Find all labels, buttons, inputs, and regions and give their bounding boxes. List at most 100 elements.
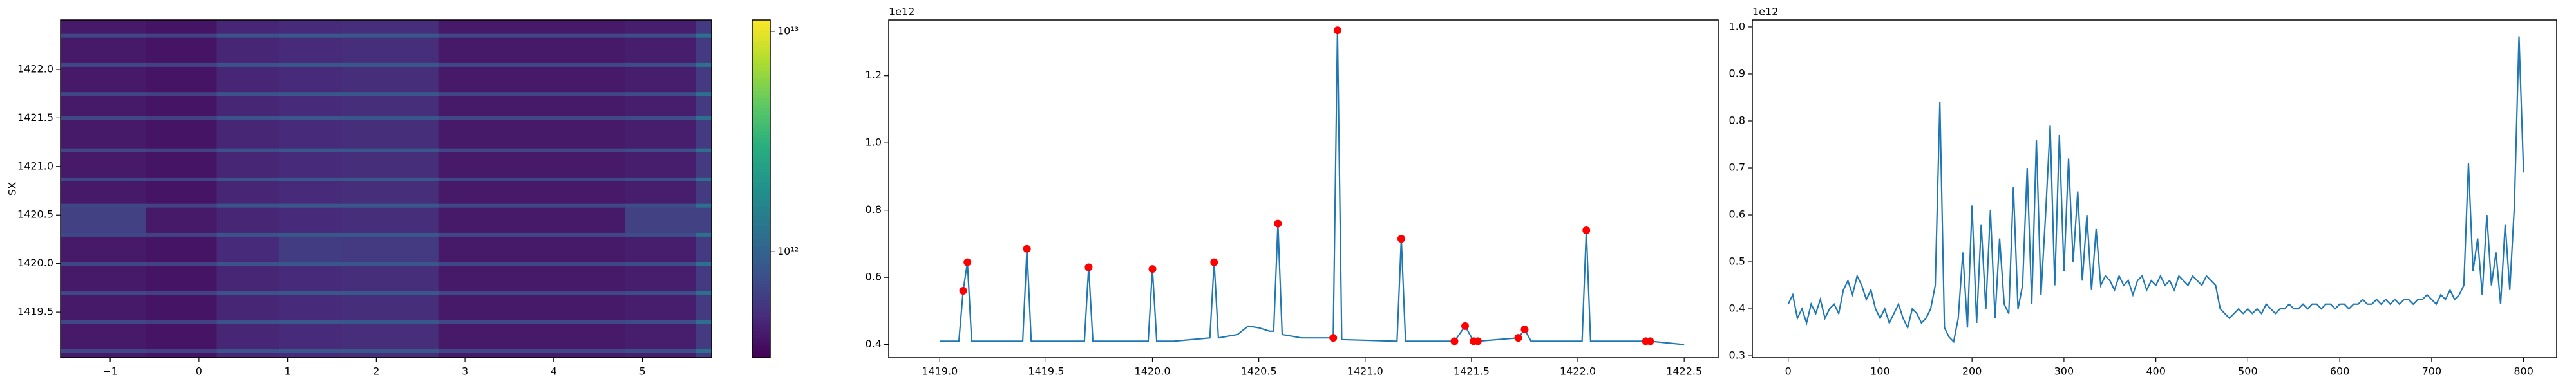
x-tick-label: 1420.0 (1135, 365, 1171, 378)
heatmap-cell (61, 261, 146, 266)
x-tick-label: 3 (462, 365, 468, 378)
heatmap-cell (146, 290, 217, 295)
heatmap-cell (341, 120, 439, 149)
colorbar-step (752, 196, 770, 199)
x-tick-label: 1420.5 (1241, 365, 1277, 378)
heatmap-cell (146, 232, 217, 237)
heatmap-cell (438, 20, 625, 34)
heatmap-cell (438, 62, 625, 67)
colorbar-step (752, 263, 770, 267)
heatmap-cell (625, 148, 696, 152)
heatmap-cell (216, 66, 279, 93)
heatmap-cell (278, 320, 341, 324)
colorbar-step (752, 331, 770, 335)
peak-marker (1520, 326, 1529, 334)
peak-marker (1329, 334, 1338, 342)
colorbar-step (752, 23, 770, 27)
heatmap-cell (146, 120, 217, 149)
colorbar-step (752, 121, 770, 125)
colorbar-step (752, 57, 770, 61)
y-tick-label: 0.7 (1729, 161, 1745, 174)
colorbar-step (752, 94, 770, 98)
heatmap-cell (216, 62, 279, 67)
colorbar-step (752, 134, 770, 139)
heatmap-cell (625, 62, 696, 67)
heatmap-cell (341, 207, 439, 233)
heatmap-cell (216, 148, 279, 152)
y-tick-label: 0.8 (1729, 114, 1745, 126)
colorbar-step (752, 172, 770, 176)
colorbar-step (752, 175, 770, 179)
colorbar-step (752, 74, 770, 78)
heatmap-cell (341, 353, 439, 358)
colorbar-step (752, 270, 770, 274)
x-tick-label: 1419.5 (1028, 365, 1064, 378)
peak-marker (1473, 337, 1482, 345)
x-tick-label: 800 (2514, 365, 2533, 378)
colorbar-step (752, 286, 770, 291)
colorbar-step (752, 142, 770, 145)
heatmap-cell (216, 203, 279, 208)
x-tick-label: 1 (285, 365, 291, 378)
heatmap-cell (625, 37, 696, 63)
heatmap-cell (146, 324, 217, 349)
heatmap-cell (216, 37, 279, 63)
x-tick-label: 1421.5 (1454, 365, 1490, 378)
colorbar-step (752, 20, 770, 24)
heatmap-cell (696, 349, 712, 353)
heatmap-cell (438, 37, 625, 63)
x-tick-label: 0 (196, 365, 202, 378)
colorbar-step (752, 344, 770, 348)
y-axis-label: SX (6, 182, 19, 196)
heatmap-cell (341, 203, 439, 208)
heatmap-cell (625, 152, 696, 178)
heatmap-cell (341, 66, 439, 93)
colorbar-step (752, 219, 770, 223)
heatmap-cell (146, 116, 217, 120)
x-tick-label: 300 (2054, 365, 2074, 378)
peak-marker (1084, 263, 1093, 271)
heatmap-cell (341, 20, 439, 34)
heatmap-cell (625, 294, 696, 320)
heatmap-cell (61, 265, 146, 291)
colorbar-step (752, 256, 770, 261)
heatmap-cell (625, 95, 696, 116)
colorbar-step (752, 84, 770, 88)
heatmap-cell (278, 324, 341, 349)
colorbar-step (752, 293, 770, 297)
heatmap-cell (341, 349, 439, 353)
heatmap-cell (696, 66, 712, 93)
heatmap-cell (61, 324, 146, 349)
heatmap-cell (341, 91, 439, 96)
heatmap-cell (278, 236, 341, 262)
colorbar-step (752, 148, 770, 152)
colorbar-step (752, 324, 770, 328)
colorbar-step (752, 192, 770, 196)
colorbar-step (752, 236, 770, 240)
heatmap-cell (696, 290, 712, 295)
colorbar-step (752, 30, 770, 34)
heatmap-cell (61, 349, 146, 353)
colorbar-frame (752, 19, 771, 358)
heatmap-cell (341, 62, 439, 67)
colorbar-step (752, 290, 770, 294)
colorbar-step (752, 223, 770, 226)
heatmap-cell (278, 177, 341, 181)
heatmap-cell (696, 324, 712, 349)
colorbar-step (752, 239, 770, 243)
colorbar-step (752, 277, 770, 280)
colorbar-step (752, 199, 770, 203)
heatmap-cell (146, 91, 217, 96)
colorbar-step (752, 111, 770, 115)
colorbar-step (752, 354, 770, 358)
heatmap-cell (696, 33, 712, 38)
colorbar-step (752, 47, 770, 51)
colorbar-step (752, 60, 770, 64)
y-tick-label: 0.6 (1729, 208, 1745, 221)
heatmap-cell (146, 62, 217, 67)
colorbar-step (752, 124, 770, 129)
heatmap-cell (216, 294, 279, 320)
heatmap-cell (146, 265, 217, 291)
heatmap-cell (438, 177, 625, 181)
colorbar-step (752, 118, 770, 122)
